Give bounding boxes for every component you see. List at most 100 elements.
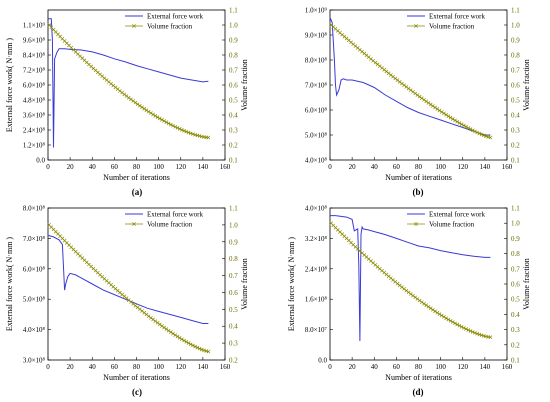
x-tick-label: 120 [458,163,469,171]
x-tick-label: 40 [89,163,97,171]
legend-label: External force work [147,13,203,21]
y2-tick-label: 0.4 [511,112,520,120]
chart-panel-1: 0 20 40 60 80 100 120 140 160 0.0 1.2×10⁸ 2.4×10⁸ 3.… [5,7,249,198]
series-markers-volume-fraction [47,23,211,140]
y2-tick-label: 0.7 [229,272,238,280]
y-tick-label: 1.2×10⁸ [23,142,46,150]
y-axis-title: External force work( N·mm ) [5,38,14,133]
y2-tick-label: 1.1 [229,205,238,213]
x-axis-title: Number of iterations [103,373,170,382]
y-tick-label: 1.1×10⁹ [23,22,46,30]
x-tick-label: 40 [371,163,379,171]
y2-tick-label: 0.2 [511,341,520,349]
y2-tick-label: 0.8 [229,52,238,60]
y-tick-label: 8.0×10⁸ [23,205,46,213]
y2-axis-title: Volume fraction [240,59,249,111]
legend: External force work Volume fraction [125,211,203,229]
y2-tick-label: 0.4 [229,112,238,120]
x-tick-label: 20 [67,363,75,371]
chart-panel-2: 0 20 40 60 80 100 120 140 160 4.0×10⁸ 5.0×10⁸ 6.0×1… [305,7,531,198]
y2-tick-label: 0.6 [229,82,238,90]
x-axis-title: Number of iterations [385,373,452,382]
series-line-external-force-work [329,17,491,136]
y-tick-label: 7.0×10⁸ [23,235,46,243]
panel-label: (c) [132,387,142,397]
x-tick-label: 160 [502,363,513,371]
y2-tick-label: 0.3 [511,326,520,334]
y2-tick-label: 0.5 [511,296,520,304]
x-tick-label: 160 [502,163,513,171]
legend-label: Volume fraction [147,221,193,229]
x-tick-label: 100 [435,363,446,371]
y2-tick-label: 1.1 [511,7,520,15]
y-tick-label: 7.2×10⁸ [23,67,46,75]
x-tick-label: 160 [220,363,231,371]
series-markers-volume-fraction [47,223,211,354]
y2-tick-label: 0.5 [229,97,238,105]
x-tick-label: 0 [46,163,50,171]
x-tick-label: 140 [198,363,209,371]
legend: External force work Volume fraction [407,211,485,229]
y2-tick-label: 0.3 [511,127,520,135]
y-tick-label: 8.0×10⁷ [305,326,328,334]
y-tick-label: 2.4×10⁸ [23,127,46,135]
y2-axis-title: Volume fraction [522,59,531,111]
volume-fraction-point [206,135,211,140]
legend-label: External force work [429,13,485,21]
legend-label: Volume fraction [147,23,193,31]
y2-axis-title: Volume fraction [522,258,531,310]
x-tick-label: 120 [458,363,469,371]
legend-marker [414,24,418,28]
panel-label: (b) [413,187,424,197]
y2-tick-label: 0.2 [511,142,520,150]
y-tick-label: 0.0 [318,357,327,365]
x-tick-label: 100 [435,163,446,171]
x-tick-label: 0 [46,363,50,371]
x-tick-label: 40 [89,363,97,371]
y2-tick-label: 1.1 [511,205,520,213]
y-tick-label: 5.0×10⁸ [23,296,46,304]
x-tick-label: 100 [153,163,164,171]
y2-tick-label: 0.4 [229,323,238,331]
y-tick-label: 6.0×10⁸ [23,265,46,273]
legend-label: Volume fraction [429,221,475,229]
y2-tick-label: 1.0 [511,220,520,228]
y-tick-label: 0.0 [36,157,45,165]
x-tick-label: 140 [198,163,209,171]
y-tick-label: 8.4×10⁸ [23,52,46,60]
x-tick-label: 20 [349,163,357,171]
plot-frame [47,207,226,361]
y-tick-label: 9.6×10⁸ [23,37,46,45]
x-tick-label: 0 [328,163,332,171]
y-tick-label: 4.0×10⁸ [23,326,46,334]
y2-tick-label: 0.8 [511,250,520,258]
y-tick-label: 4.0×10⁸ [305,205,328,213]
y-tick-label: 8.0×10⁸ [305,57,328,65]
legend: External force work Volume fraction [407,13,485,31]
y2-tick-label: 0.6 [511,281,520,289]
y-tick-label: 3.6×10⁸ [23,112,46,120]
x-tick-label: 120 [176,363,187,371]
y2-tick-label: 0.2 [229,357,238,365]
x-axis-title: Number of iterations [385,173,452,182]
x-tick-label: 40 [371,363,379,371]
y-tick-label: 4.0×10⁸ [305,157,328,165]
x-tick-label: 60 [111,363,119,371]
y2-tick-label: 1.0 [229,22,238,30]
y2-tick-label: 1.0 [229,221,238,229]
y-tick-label: 5.0×10⁸ [305,132,328,140]
y-axis-title: External force work( N·mm ) [287,237,296,332]
series-markers-volume-fraction [329,23,493,140]
y2-tick-label: 0.5 [511,97,520,105]
x-tick-label: 80 [133,363,141,371]
y2-tick-label: 0.9 [511,37,520,45]
y2-tick-label: 0.9 [229,37,238,45]
x-tick-label: 60 [393,163,401,171]
y2-tick-label: 0.6 [511,82,520,90]
panel-label: (a) [132,187,143,197]
legend: External force work Volume fraction [125,13,203,31]
legend-label: External force work [429,211,485,219]
series-line-volume-fraction [48,24,209,138]
y-tick-label: 6.0×10⁸ [23,82,46,90]
y-tick-label: 2.4×10⁸ [305,265,328,273]
